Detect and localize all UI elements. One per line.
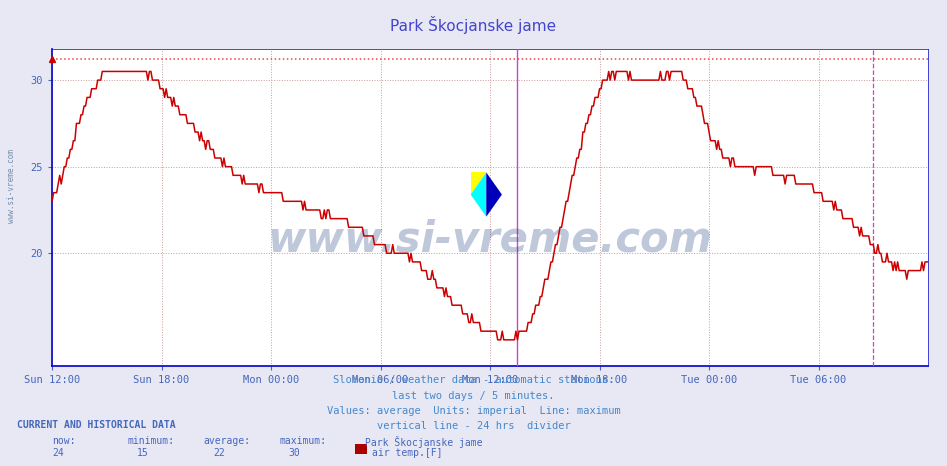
Polygon shape: [471, 172, 487, 195]
Text: minimum:: minimum:: [128, 436, 175, 445]
Text: vertical line - 24 hrs  divider: vertical line - 24 hrs divider: [377, 421, 570, 431]
Text: air temp.[F]: air temp.[F]: [372, 448, 442, 458]
Text: Park Škocjanske jame: Park Škocjanske jame: [390, 16, 557, 34]
Text: CURRENT AND HISTORICAL DATA: CURRENT AND HISTORICAL DATA: [17, 420, 176, 430]
Text: 30: 30: [289, 448, 300, 458]
Text: www.si-vreme.com: www.si-vreme.com: [268, 218, 712, 260]
Text: Values: average  Units: imperial  Line: maximum: Values: average Units: imperial Line: ma…: [327, 406, 620, 416]
Text: Park Škocjanske jame: Park Škocjanske jame: [365, 436, 482, 448]
Text: maximum:: maximum:: [279, 436, 327, 445]
Text: Slovenia / weather data - automatic stations.: Slovenia / weather data - automatic stat…: [333, 375, 614, 385]
Text: average:: average:: [204, 436, 251, 445]
Text: last two days / 5 minutes.: last two days / 5 minutes.: [392, 391, 555, 400]
Text: www.si-vreme.com: www.si-vreme.com: [7, 150, 16, 223]
Text: 24: 24: [52, 448, 63, 458]
Polygon shape: [487, 172, 502, 217]
Text: now:: now:: [52, 436, 76, 445]
Text: 22: 22: [213, 448, 224, 458]
Polygon shape: [471, 172, 487, 217]
Text: 15: 15: [137, 448, 149, 458]
